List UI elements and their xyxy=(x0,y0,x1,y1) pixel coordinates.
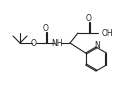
Text: O: O xyxy=(43,24,49,33)
Text: NH: NH xyxy=(51,38,63,48)
Text: O: O xyxy=(86,14,92,23)
Text: N: N xyxy=(94,41,100,50)
Text: O: O xyxy=(31,38,37,48)
Text: OH: OH xyxy=(102,28,114,38)
